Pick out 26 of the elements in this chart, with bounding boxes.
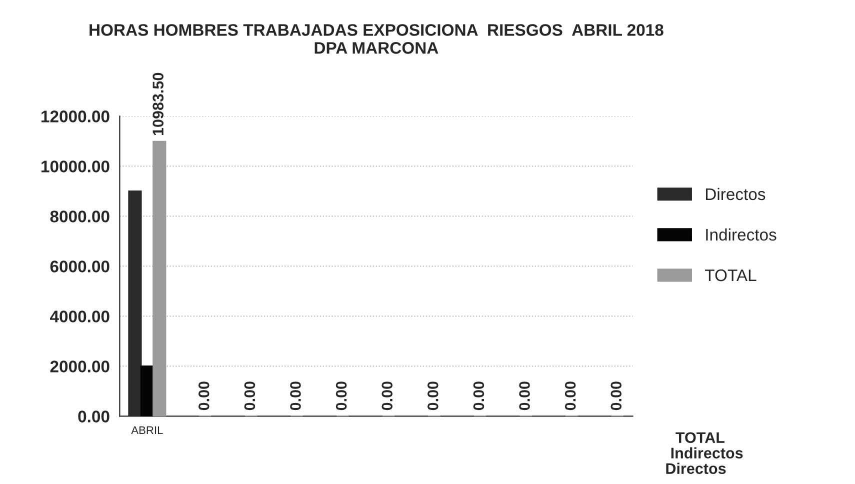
text: Indirectos xyxy=(671,447,743,458)
legend-label: Indirectos xyxy=(706,228,776,241)
y-tick-label: 6000.00 xyxy=(50,260,110,272)
y-tick-label: 12000.00 xyxy=(42,110,110,122)
legend-label: TOTAL xyxy=(705,269,756,282)
data-label: 0.00 xyxy=(519,382,530,410)
data-label: 0.00 xyxy=(428,382,438,410)
y-tick-label: 4000.00 xyxy=(50,310,110,322)
text: TOTAL xyxy=(676,432,724,444)
y-tick-label: 2000.00 xyxy=(50,360,110,372)
chart-title: HORAS HOMBRES TRABAJADAS EXPOSICIONA RIESGOS ABRIL 2018 DPA MARCONA xyxy=(90,24,664,54)
data-label: 0.00 xyxy=(473,382,484,410)
data-label: 0.00 xyxy=(382,382,393,410)
x-tick-label: ABRIL xyxy=(131,426,163,434)
data-label: 0.00 xyxy=(610,382,622,410)
data-label: 0.00 xyxy=(564,382,576,410)
y-tick-label: 0.00 xyxy=(78,410,110,422)
text: Directos xyxy=(666,462,726,474)
data-label: 0.00 xyxy=(290,382,301,410)
data-label: 0.00 xyxy=(198,382,210,410)
y-tick-label: 10000.00 xyxy=(42,160,110,172)
data-label: 0.00 xyxy=(336,382,347,410)
legend-label: Directos xyxy=(706,188,766,200)
data-label: 10983.50 xyxy=(152,72,164,136)
data-label: 0.00 xyxy=(244,382,256,410)
y-tick-label: 8000.00 xyxy=(50,210,110,222)
